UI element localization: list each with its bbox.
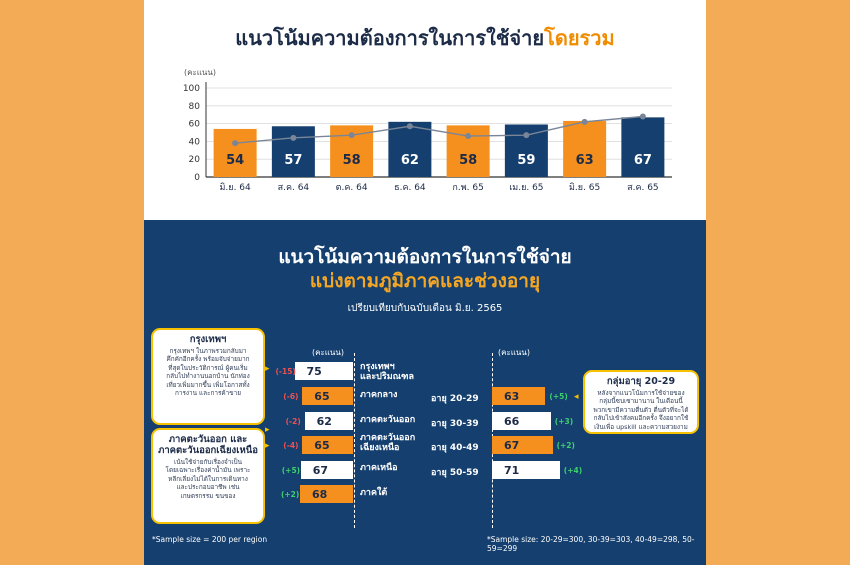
region-age-panel: แนวโน้มความต้องการในการใช้จ่าย แบ่งตามภู… <box>144 220 706 565</box>
region-bar: 65 <box>302 387 353 405</box>
trend-point <box>523 132 530 139</box>
region-label-south: ภาคใต้ <box>360 488 388 498</box>
overall-trend-chart: (คะแนน) 0 20 40 60 80 100 54 มิ.ย. 64 57 ส.ค. 64 58… <box>183 68 672 193</box>
y-axis-unit-label: (คะแนน) <box>184 68 216 77</box>
trend-point <box>406 123 413 130</box>
infographic-poster: แนวโน้มความต้องการในการใช้จ่ายโดยรวม (คะ… <box>144 0 706 565</box>
age-bar: 71 <box>492 461 560 479</box>
bar-value-label: 62 <box>401 153 419 168</box>
region-age-title-line1: แนวโน้มความต้องการในการใช้จ่าย <box>278 246 572 268</box>
bar <box>271 126 315 177</box>
y-tick-label: 100 <box>183 84 200 94</box>
comparison-subtitle: เปรียบเทียบกับฉบับเดือน มิ.ย. 2565 <box>347 303 503 314</box>
northeast-arrow-icon: ▸ <box>265 441 270 451</box>
region-bar: 75 <box>294 362 353 380</box>
northeast-insight-box: ภาคตะวันออก และ ภาคตะวันออกเฉียงเหนือ เน… <box>151 428 265 524</box>
x-tick-label: ก.พ. 65 <box>452 183 483 193</box>
age-insight-text: หลังจากแนวโน้มการใช้จ่ายของ กลุ่มนี้ซบเซ… <box>593 389 689 431</box>
region-label-central: ภาคกลาง <box>360 390 398 400</box>
age-group-label: อายุ 40-49 <box>431 443 479 453</box>
region-change-label: (-2) <box>285 417 301 426</box>
bar-value-label: 59 <box>517 153 535 168</box>
region-change-label: (+5) <box>281 466 301 475</box>
x-tick-label: ธ.ค. 64 <box>394 183 426 193</box>
age-unit-label: (คะแนน) <box>498 348 530 357</box>
region-age-title-line2: แบ่งตามภูมิภาคและช่วงอายุ <box>309 270 541 292</box>
age-change-label: (+5) <box>549 392 568 401</box>
bar-value-label: 57 <box>284 153 302 168</box>
age-group-label: อายุ 20-29 <box>431 394 479 404</box>
region-bar: 67 <box>300 461 353 479</box>
region-bar: 65 <box>302 436 353 454</box>
x-tick-label: ส.ค. 64 <box>278 183 310 193</box>
overall-trend-panel: แนวโน้มความต้องการในการใช้จ่ายโดยรวม (คะ… <box>144 0 706 220</box>
bar-value-label: 58 <box>343 153 361 168</box>
bar <box>213 128 257 177</box>
age-change-label: (+3) <box>554 417 574 426</box>
age-group-label: อายุ 50-59 <box>431 468 479 478</box>
trend-point <box>581 118 588 125</box>
bangkok-arrow-icon: ▸ <box>265 364 270 374</box>
y-tick-label: 80 <box>189 102 201 112</box>
age-bar: 66 <box>492 412 551 430</box>
bangkok-insight-title: กรุงเทพฯ <box>189 334 227 345</box>
region-unit-label: (คะแนน) <box>312 348 344 357</box>
x-tick-label: ส.ค. 65 <box>627 183 659 193</box>
region-divider <box>354 353 355 528</box>
age-insight-title: กลุ่มอายุ 20-29 <box>606 376 676 387</box>
x-tick-label: มิ.ย. 64 <box>220 182 252 193</box>
y-tick-label: 20 <box>189 155 201 165</box>
x-tick-label: มิ.ย. 65 <box>569 182 600 193</box>
northeast-insight-text: เน้นใช้จ่ายกับเรื่องจำเป็น โดยเฉพาะเรื่อ… <box>165 458 251 500</box>
age-group-label: อายุ 30-39 <box>431 419 479 429</box>
bangkok-insight-box: กรุงเทพฯ กรุงเทพฯ ในภาพรวมกลับมา คึกคักอ… <box>151 328 265 425</box>
y-tick-label: 60 <box>189 120 201 130</box>
region-change-label: (-4) <box>283 441 299 450</box>
age-bar: 67 <box>492 436 553 454</box>
age-change-label: (+4) <box>563 466 583 475</box>
trend-point <box>639 113 646 120</box>
trend-line <box>235 115 643 144</box>
east-arrow-icon: ▸ <box>265 425 270 435</box>
age-insight-box: กลุ่มอายุ 20-29 หลังจากแนวโน้มการใช้จ่าย… <box>583 370 699 434</box>
overall-trend-title: แนวโน้มความต้องการในการใช้จ่ายโดยรวม <box>235 26 615 50</box>
region-change-label: (-6) <box>283 392 299 401</box>
x-tick-label: ต.ค. 64 <box>336 183 368 193</box>
bar <box>563 120 607 177</box>
bar-value-label: 67 <box>634 153 652 168</box>
bar-value-label: 58 <box>459 153 477 168</box>
x-tick-label: เม.ย. 65 <box>509 183 543 193</box>
trend-point <box>465 133 472 140</box>
region-bar: 68 <box>299 485 353 503</box>
region-label-north: ภาคเหนือ <box>360 463 398 473</box>
bar-value-label: 63 <box>576 153 594 168</box>
region-change-label: (+2) <box>280 490 300 499</box>
region-label-bangkok: กรุงเทพฯ และปริมณฑล <box>360 362 414 382</box>
bangkok-insight-text: กรุงเทพฯ ในภาพรวมกลับมา คึกคักอีกครั้ง พ… <box>166 347 250 398</box>
y-tick-label: 0 <box>194 173 200 183</box>
trend-point <box>232 140 239 147</box>
age-bar: 63 <box>492 387 546 405</box>
region-change-label: (-15) <box>275 367 296 376</box>
region-label-east: ภาคตะวันออก <box>360 415 416 425</box>
bar-value-label: 54 <box>226 153 244 168</box>
age-change-label: (+2) <box>556 441 575 450</box>
bar <box>621 117 665 177</box>
y-tick-label: 40 <box>189 137 201 147</box>
trend-point <box>290 134 297 141</box>
age-arrow-icon: ◂ <box>574 392 579 402</box>
trend-point <box>348 132 355 139</box>
northeast-insight-title: ภาคตะวันออก และ ภาคตะวันออกเฉียงเหนือ <box>158 434 258 456</box>
bar <box>388 121 432 177</box>
region-label-northeast: ภาคตะวันออก เฉียงเหนือ <box>360 433 416 453</box>
region-bar: 62 <box>304 412 353 430</box>
age-sample-note: *Sample size: 20-29=300, 30-39=303, 40-4… <box>487 535 695 553</box>
region-sample-note: *Sample size = 200 per region <box>152 535 268 544</box>
